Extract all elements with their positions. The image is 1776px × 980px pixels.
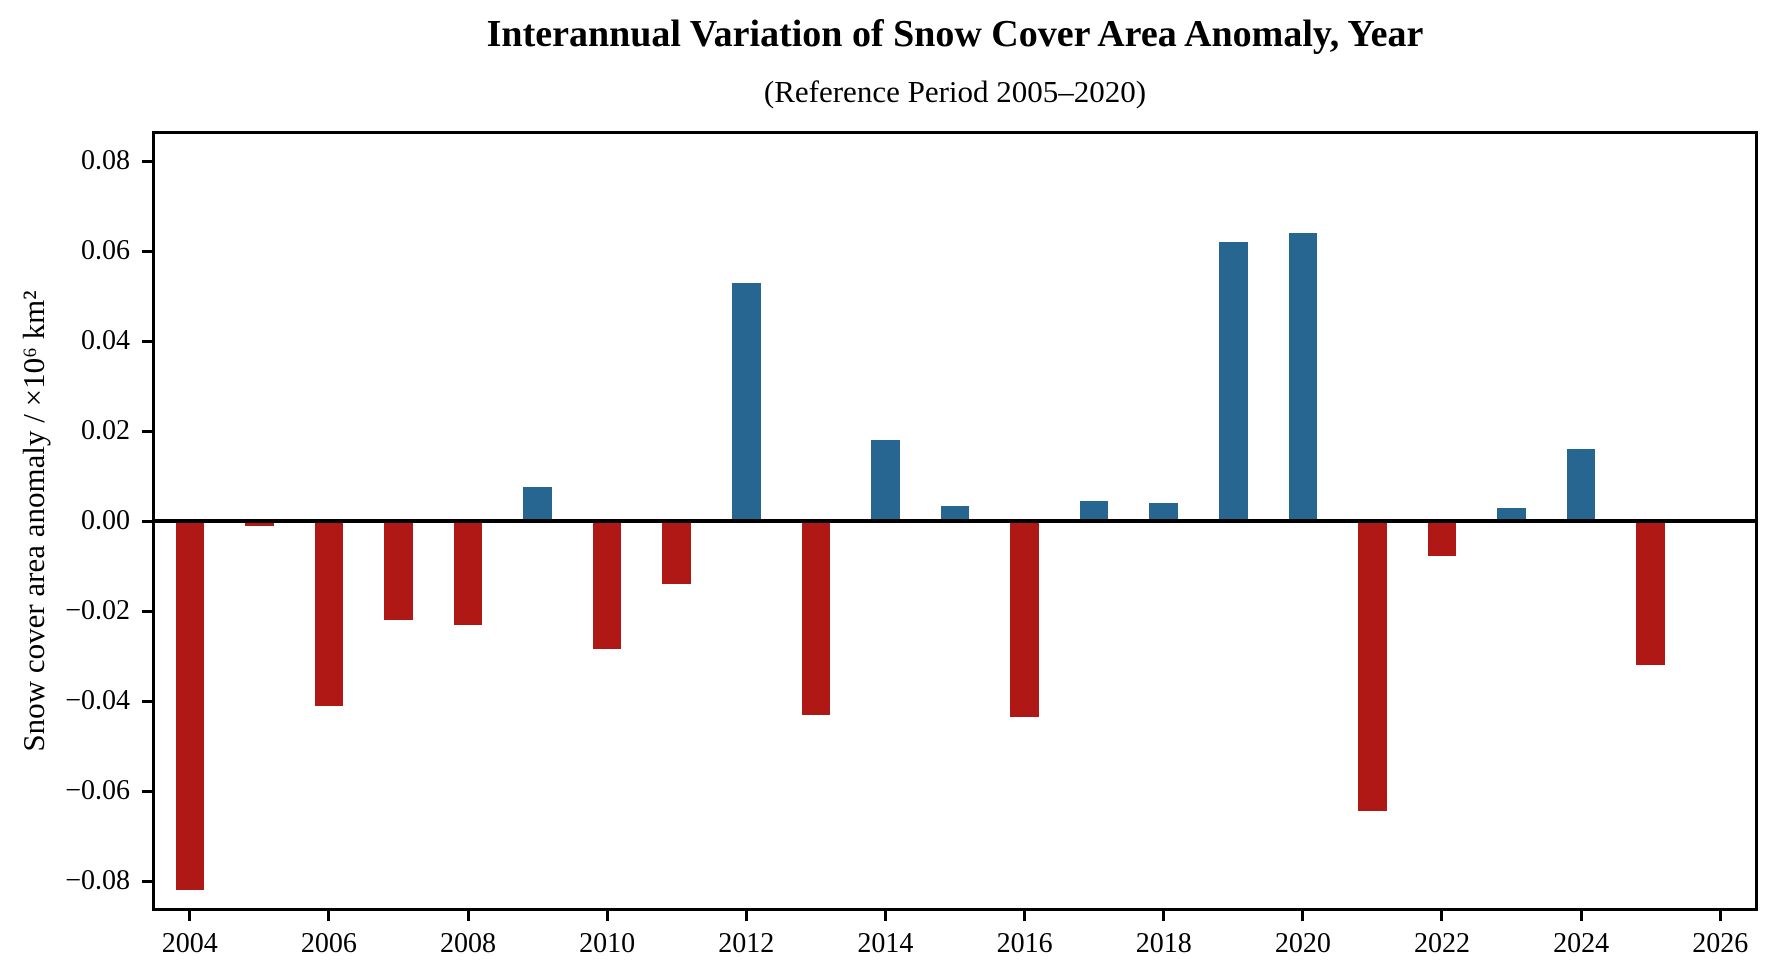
y-tick-label: 0.04 (81, 325, 130, 356)
bar-2009 (523, 487, 552, 521)
x-tick-mark (1301, 911, 1305, 921)
bar-2007 (384, 521, 413, 620)
bar-2025 (1636, 521, 1665, 665)
x-tick-mark (1718, 911, 1722, 921)
bar-2011 (662, 521, 691, 584)
y-tick-mark (142, 429, 152, 433)
x-tick-label-2010: 2010 (579, 928, 636, 959)
y-tick-mark (142, 609, 152, 613)
bar-2019 (1219, 242, 1248, 521)
bar-2018 (1149, 503, 1178, 521)
bar-2006 (314, 521, 344, 706)
y-tick-mark (142, 699, 152, 703)
plot-area: 0.08 0.06 0.04 0.02 0.00 −0.02 −0.04 −0.06 −0.08… (65, 134, 1755, 958)
y-tick-mark (142, 519, 152, 523)
x-tick-mark (605, 911, 609, 921)
x-tick-label-2022: 2022 (1413, 928, 1470, 959)
y-tick-mark (142, 339, 152, 343)
x-tick-mark (1023, 911, 1027, 921)
bar-2016 (1010, 521, 1039, 717)
y-tick-label: −0.08 (65, 865, 130, 896)
y-tick-label: 0.06 (81, 235, 130, 266)
zero-baseline (155, 519, 1755, 523)
x-tick-mark (1440, 911, 1444, 921)
x-tick-label-2024: 2024 (1553, 928, 1610, 959)
bar-2015 (940, 506, 970, 521)
x-tick-label-2012: 2012 (718, 928, 775, 959)
y-tick-mark (142, 249, 152, 253)
bar-2005 (245, 521, 274, 526)
x-tick-mark (1162, 911, 1166, 921)
bar-2008 (453, 521, 483, 625)
bar-2004 (175, 521, 205, 890)
x-tick-mark (1579, 911, 1583, 921)
x-tick-label-2016: 2016 (996, 928, 1053, 959)
bar-2017 (1079, 500, 1109, 521)
y-tick-label: 0.02 (81, 415, 130, 446)
x-tick-label-2018: 2018 (1135, 928, 1192, 959)
chart-subtitle: (Reference Period 2005–2020) (763, 74, 1147, 109)
x-tick-label-2026: 2026 (1692, 928, 1749, 959)
x-tick-mark (883, 911, 887, 921)
x-tick-mark (327, 911, 331, 921)
x-tick-mark (188, 911, 192, 921)
x-tick-label-2014: 2014 (857, 928, 914, 959)
y-tick-mark (142, 789, 152, 793)
bar-2013 (801, 521, 831, 715)
y-tick-label: −0.02 (65, 595, 130, 626)
bar-2024 (1566, 449, 1596, 521)
x-tick-label-2004: 2004 (161, 928, 218, 959)
bar-2023 (1497, 508, 1526, 521)
bar-2022 (1427, 521, 1457, 556)
chart-title: Interannual Variation of Snow Cover Area… (486, 13, 1424, 55)
x-tick-mark (466, 911, 470, 921)
bar-2014 (871, 440, 900, 521)
y-tick-label: −0.06 (65, 775, 130, 806)
plot-frame: 0.08 0.06 0.04 0.02 0.00 −0.02 −0.04 −0.06 −0.08… (65, 131, 1758, 958)
bar-2020 (1288, 233, 1318, 521)
bar-2021 (1358, 521, 1387, 812)
y-tick-mark (142, 159, 152, 163)
y-tick-label: −0.04 (65, 685, 130, 716)
y-tick-label: 0.00 (81, 505, 130, 536)
x-tick-mark (744, 911, 748, 921)
x-tick-label-2008: 2008 (440, 928, 497, 959)
y-tick-label: 0.08 (81, 145, 130, 176)
x-tick-label-2020: 2020 (1274, 928, 1331, 959)
bar-2012 (732, 282, 761, 521)
bar-2010 (592, 521, 622, 650)
y-tick-mark (142, 879, 152, 883)
x-tick-label-2006: 2006 (300, 928, 357, 959)
